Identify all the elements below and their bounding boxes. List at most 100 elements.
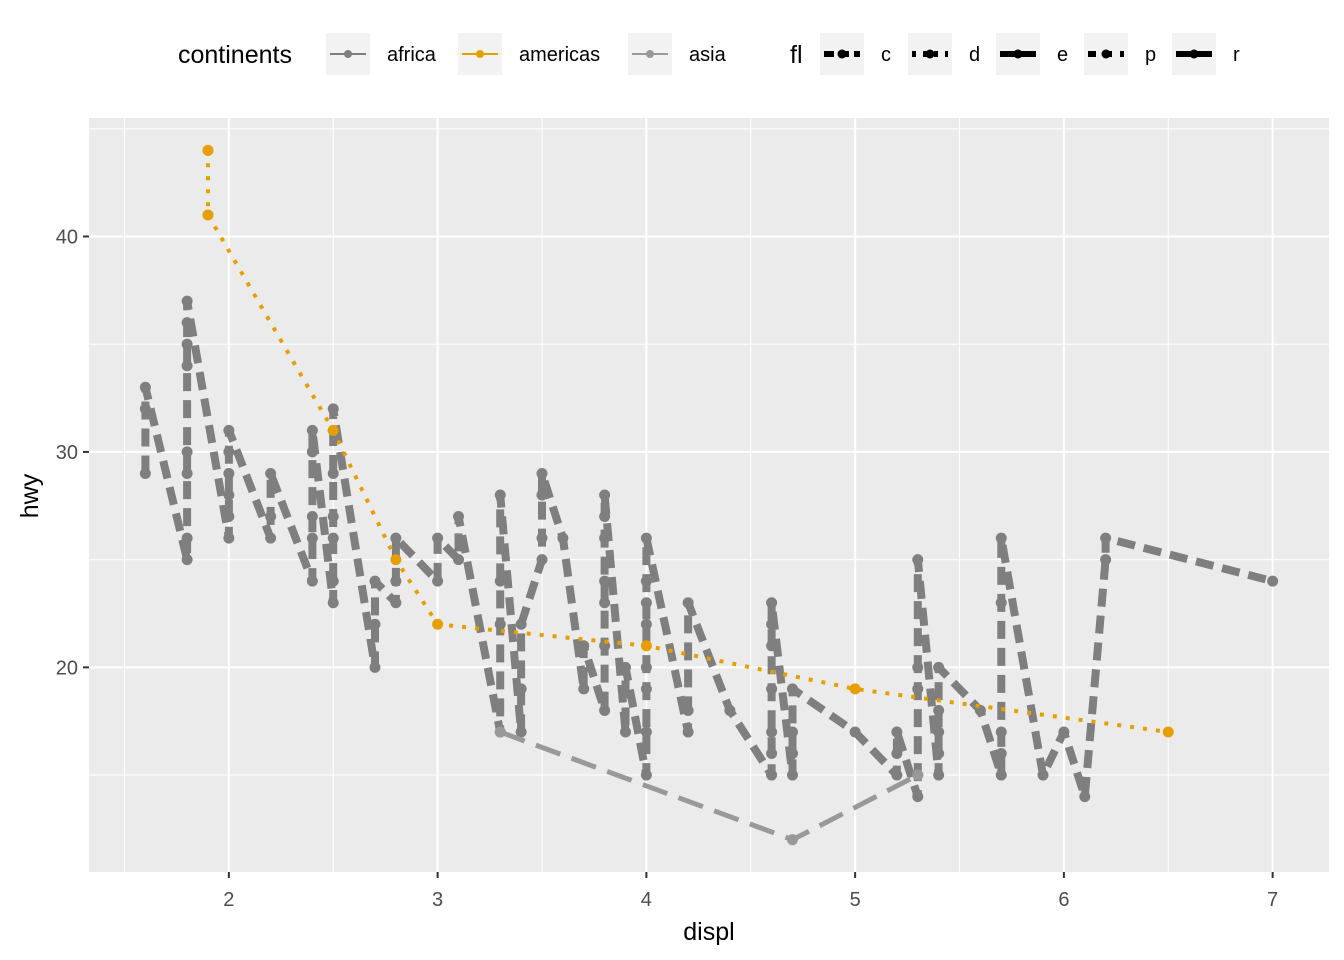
data-point-africa <box>933 704 945 716</box>
data-point-africa <box>536 467 548 479</box>
data-point-africa <box>536 532 548 544</box>
data-point-africa <box>1100 554 1112 566</box>
data-point-africa <box>536 489 548 501</box>
data-point-africa <box>766 683 778 695</box>
y-tick-label: 20 <box>56 657 78 679</box>
data-point-africa <box>452 511 464 523</box>
legend-label: d <box>969 44 980 66</box>
x-tick-label: 4 <box>641 889 652 911</box>
data-point-africa <box>1267 575 1279 587</box>
data-point-africa <box>640 661 652 673</box>
data-point-africa <box>223 489 235 501</box>
data-point-africa <box>912 683 924 695</box>
data-point-americas <box>202 144 214 156</box>
data-point-africa <box>181 295 193 307</box>
data-point-africa <box>599 532 611 544</box>
data-point-africa <box>787 726 799 738</box>
data-point-africa <box>599 597 611 609</box>
legend-key-point <box>1189 49 1199 59</box>
data-point-africa <box>327 597 339 609</box>
data-point-africa <box>223 446 235 458</box>
x-tick-label: 2 <box>223 889 234 911</box>
data-point-africa <box>390 575 402 587</box>
data-point-africa <box>1079 791 1091 803</box>
data-point-africa <box>181 446 193 458</box>
data-point-americas <box>390 554 402 566</box>
data-point-africa <box>995 597 1007 609</box>
series-layer <box>139 144 1279 846</box>
legend-label: p <box>1145 44 1156 66</box>
data-point-africa <box>265 467 277 479</box>
data-point-africa <box>139 467 151 479</box>
data-point-africa <box>578 640 590 652</box>
data-point-africa <box>933 769 945 781</box>
data-point-africa <box>369 618 381 630</box>
data-point-africa <box>327 532 339 544</box>
data-point-africa <box>327 511 339 523</box>
data-point-africa <box>891 769 903 781</box>
data-point-africa <box>306 424 318 436</box>
data-point-africa <box>223 467 235 479</box>
plot-panel <box>89 118 1329 872</box>
data-point-africa <box>494 489 506 501</box>
data-point-africa <box>557 532 569 544</box>
x-tick-label: 5 <box>850 889 861 911</box>
data-point-africa <box>369 661 381 673</box>
x-tick-label: 6 <box>1058 889 1069 911</box>
data-point-africa <box>306 532 318 544</box>
data-point-africa <box>912 661 924 673</box>
data-point-africa <box>432 532 444 544</box>
data-point-africa <box>619 726 631 738</box>
data-point-africa <box>223 511 235 523</box>
data-point-africa <box>640 575 652 587</box>
data-point-americas <box>640 640 652 652</box>
data-point-africa <box>265 511 277 523</box>
data-point-africa <box>995 748 1007 760</box>
data-point-americas <box>432 618 444 630</box>
data-point-africa <box>640 769 652 781</box>
axes: 2 3 4 5 6 7 20 30 40 <box>56 226 1278 911</box>
data-point-africa <box>724 704 736 716</box>
data-point-asia <box>787 834 799 846</box>
data-point-africa <box>682 726 694 738</box>
data-point-africa <box>766 769 778 781</box>
data-point-africa <box>766 726 778 738</box>
data-point-africa <box>1100 532 1112 544</box>
data-point-africa <box>327 575 339 587</box>
data-point-africa <box>306 446 318 458</box>
data-point-africa <box>995 726 1007 738</box>
y-tick-label: 30 <box>56 442 78 464</box>
data-point-africa <box>369 575 381 587</box>
data-point-africa <box>265 532 277 544</box>
data-point-africa <box>891 748 903 760</box>
data-point-africa <box>912 791 924 803</box>
legend: continents africa americas asia fl c d e p r <box>178 33 1240 75</box>
data-point-africa <box>933 661 945 673</box>
legend-key-point <box>476 50 484 58</box>
data-point-africa <box>599 704 611 716</box>
legend-key-point <box>344 50 352 58</box>
legend-title-fl: fl <box>790 41 803 69</box>
y-axis-title: hwy <box>16 473 44 518</box>
data-point-africa <box>995 769 1007 781</box>
data-point-africa <box>933 726 945 738</box>
data-point-africa <box>390 532 402 544</box>
x-tick-label: 3 <box>432 889 443 911</box>
data-point-americas <box>849 683 861 695</box>
data-point-africa <box>181 317 193 329</box>
data-point-africa <box>912 554 924 566</box>
legend-label: e <box>1057 44 1068 66</box>
data-point-africa <box>599 511 611 523</box>
legend-title-continents: continents <box>178 41 292 69</box>
data-point-africa <box>995 532 1007 544</box>
legend-label: africa <box>387 44 437 66</box>
data-point-africa <box>640 532 652 544</box>
data-point-africa <box>390 597 402 609</box>
series-line-americas <box>206 150 1169 734</box>
legend-label: asia <box>689 44 727 66</box>
data-point-asia <box>912 769 924 781</box>
y-tick-label: 40 <box>56 226 78 248</box>
legend-key-point <box>646 50 654 58</box>
data-point-africa <box>181 360 193 372</box>
